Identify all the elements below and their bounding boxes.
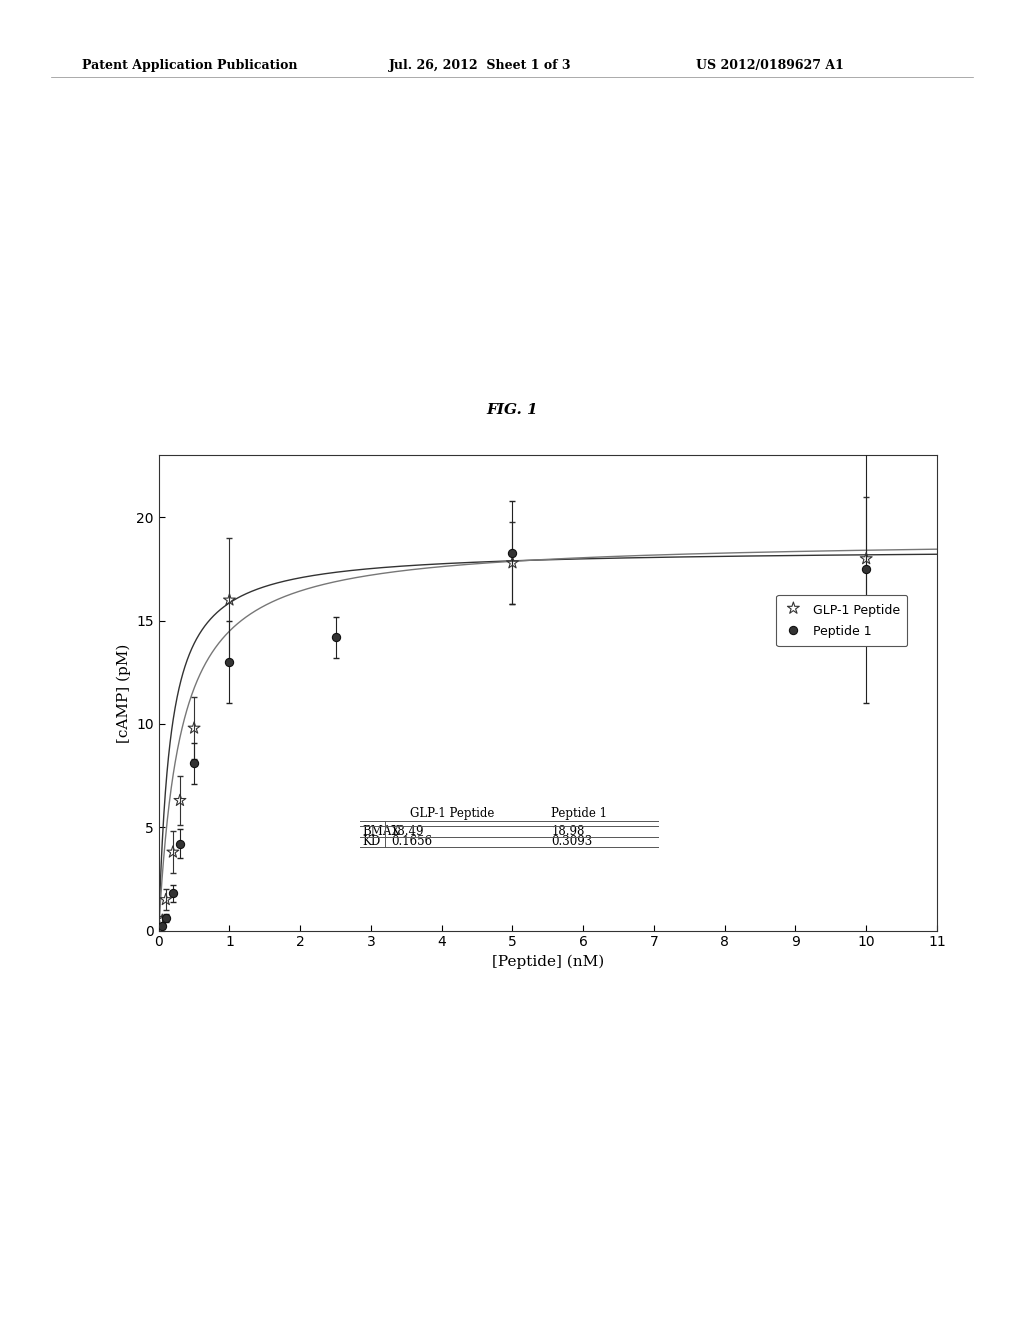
Peptide 1	[154, 916, 170, 937]
Peptide 1	[858, 558, 874, 579]
Text: 0.1656: 0.1656	[391, 836, 432, 849]
Text: KD: KD	[362, 836, 381, 849]
Text: US 2012/0189627 A1: US 2012/0189627 A1	[696, 59, 844, 73]
Legend: GLP-1 Peptide, Peptide 1: GLP-1 Peptide, Peptide 1	[776, 595, 907, 647]
Peptide 1	[328, 627, 344, 648]
GLP-1 Peptide	[858, 548, 874, 569]
Text: 0.3093: 0.3093	[551, 836, 593, 849]
Text: Patent Application Publication: Patent Application Publication	[82, 59, 297, 73]
Text: GLP-1 Peptide: GLP-1 Peptide	[410, 807, 495, 820]
Y-axis label: [cAMP] (pM): [cAMP] (pM)	[117, 643, 131, 743]
GLP-1 Peptide	[504, 552, 520, 573]
GLP-1 Peptide	[158, 890, 174, 911]
Peptide 1	[158, 908, 174, 929]
GLP-1 Peptide	[186, 718, 203, 739]
Peptide 1	[221, 652, 238, 673]
X-axis label: [Peptide] (nM): [Peptide] (nM)	[492, 954, 604, 969]
GLP-1 Peptide	[165, 842, 181, 863]
Peptide 1	[165, 883, 181, 904]
Text: 18.98: 18.98	[551, 825, 585, 838]
GLP-1 Peptide	[154, 909, 170, 931]
Peptide 1	[186, 752, 203, 774]
Text: Peptide 1: Peptide 1	[551, 807, 607, 820]
Text: BMAX: BMAX	[362, 825, 400, 838]
Peptide 1	[172, 833, 188, 854]
GLP-1 Peptide	[221, 590, 238, 611]
Text: 18.49: 18.49	[391, 825, 424, 838]
Peptide 1	[504, 543, 520, 564]
Text: FIG. 1: FIG. 1	[486, 403, 538, 417]
Text: Jul. 26, 2012  Sheet 1 of 3: Jul. 26, 2012 Sheet 1 of 3	[389, 59, 571, 73]
GLP-1 Peptide	[172, 789, 188, 810]
